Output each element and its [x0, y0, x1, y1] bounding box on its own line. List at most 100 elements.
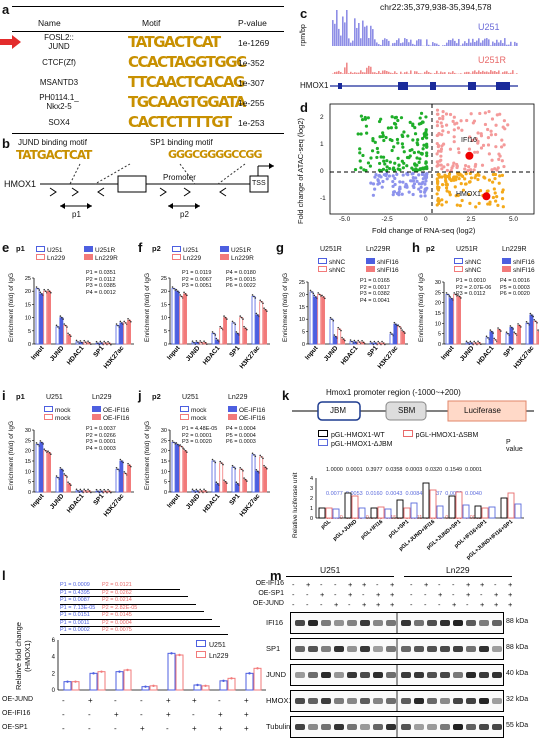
- bar: [245, 672, 254, 691]
- data-point: [200, 341, 203, 344]
- scatter-point: [404, 182, 408, 187]
- blot-band: [347, 672, 357, 678]
- scatter-point: [371, 193, 375, 197]
- m-sign: +: [390, 600, 395, 609]
- data-point: [43, 448, 46, 450]
- scatter-point: [486, 127, 490, 132]
- data-point: [206, 343, 208, 345]
- data-point: [262, 302, 264, 305]
- blot-band: [386, 646, 396, 652]
- category-label: HDAC1: [340, 345, 360, 367]
- p-value: P2 = 2.07E-06: [456, 284, 492, 291]
- m-sign: +: [508, 590, 513, 599]
- category-label: H3K27ac: [513, 344, 536, 370]
- scatter-point: [482, 175, 486, 179]
- cell-line-1: U251: [182, 394, 199, 401]
- y-tick-label: 10: [161, 316, 167, 322]
- scatter-point: [424, 188, 428, 192]
- panel-label-c: c: [300, 6, 308, 21]
- m-sign: -: [466, 600, 469, 609]
- blot-band: [347, 724, 357, 730]
- data-point: [124, 322, 127, 324]
- scatter-point: [466, 168, 470, 173]
- l-bracket: [60, 596, 188, 597]
- y-tick-label: 2: [310, 496, 313, 502]
- data-point: [117, 468, 119, 471]
- bar: [97, 671, 106, 691]
- data-point: [533, 318, 536, 321]
- bar: [514, 503, 522, 519]
- l-sign: -: [166, 724, 169, 733]
- scatter-point: [491, 180, 495, 184]
- scatter-point: [411, 138, 415, 142]
- scatter-point: [500, 197, 505, 201]
- panel-label-i: i: [2, 388, 6, 403]
- blot-band: [373, 620, 383, 626]
- data-point: [213, 460, 215, 462]
- scatter-point: [459, 173, 463, 177]
- legend-text: OE-IFI16: [239, 407, 266, 414]
- legend-text: shNC: [329, 259, 346, 266]
- blot-jund: [290, 664, 504, 686]
- scatter-point: [417, 182, 421, 186]
- scatter-point: [502, 119, 506, 123]
- panel_f-chart: p2 0 5 10 15 20 25 Input JUND HDAC1 SP1 H3K27ac Enri…: [144, 244, 272, 384]
- legend-text: Ln229R: [231, 255, 254, 262]
- legend-item: mock: [44, 406, 71, 415]
- category-label: Input: [166, 344, 182, 361]
- m-sign: +: [438, 590, 443, 599]
- data-point: [176, 443, 179, 446]
- legend-swatch: [454, 258, 463, 264]
- scatter-point: [425, 142, 429, 146]
- scatter-point: [473, 150, 477, 154]
- scatter-point: [385, 177, 389, 181]
- scatter-point: [459, 119, 463, 123]
- data-point: [490, 330, 493, 333]
- data-point: [39, 291, 42, 294]
- legend-item: U251R: [84, 246, 115, 255]
- data-point: [254, 297, 257, 299]
- data-point: [67, 332, 69, 335]
- data-point: [256, 667, 259, 670]
- bar: [462, 504, 470, 519]
- data-point: [182, 447, 184, 449]
- panel-label-f: f: [138, 240, 143, 255]
- data-point: [534, 320, 537, 323]
- scatter-point: [388, 166, 392, 171]
- scatter-point: [454, 178, 458, 182]
- data-point: [378, 342, 381, 344]
- bar: [259, 301, 264, 345]
- l-pvalue-2: P2 = 0.0075: [102, 627, 132, 633]
- bar: [537, 331, 539, 345]
- bar: [397, 326, 402, 345]
- tss-label: TSS: [252, 180, 266, 187]
- scatter-point: [451, 164, 455, 168]
- blot-band: [427, 672, 437, 678]
- scatter-point: [472, 168, 476, 172]
- bar: [219, 680, 228, 691]
- cell-line-1: U251: [46, 394, 63, 401]
- scatter-point: [474, 137, 478, 141]
- m-row-label: OE-IFI16: [255, 580, 284, 587]
- scatter-point: [408, 120, 412, 124]
- panel_j-chart: p2 0 5 10 15 20 25 30 Input JUND HDAC1 SP1 H3K27ac En…: [144, 392, 272, 532]
- blot-band: [466, 698, 476, 704]
- scatter-point: [469, 176, 474, 180]
- blot-band: [479, 724, 489, 730]
- y-tick-label: 25: [161, 438, 167, 444]
- legend-item: U251: [172, 246, 199, 255]
- scatter-point: [495, 195, 499, 199]
- data-point: [244, 327, 247, 329]
- m-sign: +: [480, 600, 485, 609]
- scatter-point: [395, 191, 399, 196]
- scatter-point: [456, 147, 461, 151]
- scatter-point: [458, 204, 462, 208]
- scatter-point: [401, 180, 405, 184]
- l-bracket: [60, 603, 196, 605]
- scatter-point: [455, 165, 459, 170]
- scatter-ylabel: Fold change of ATAC-seq (log2): [296, 117, 305, 224]
- p-value: P6 = 0.0022: [226, 283, 256, 289]
- scatter-point: [359, 132, 363, 136]
- bar: [332, 508, 340, 519]
